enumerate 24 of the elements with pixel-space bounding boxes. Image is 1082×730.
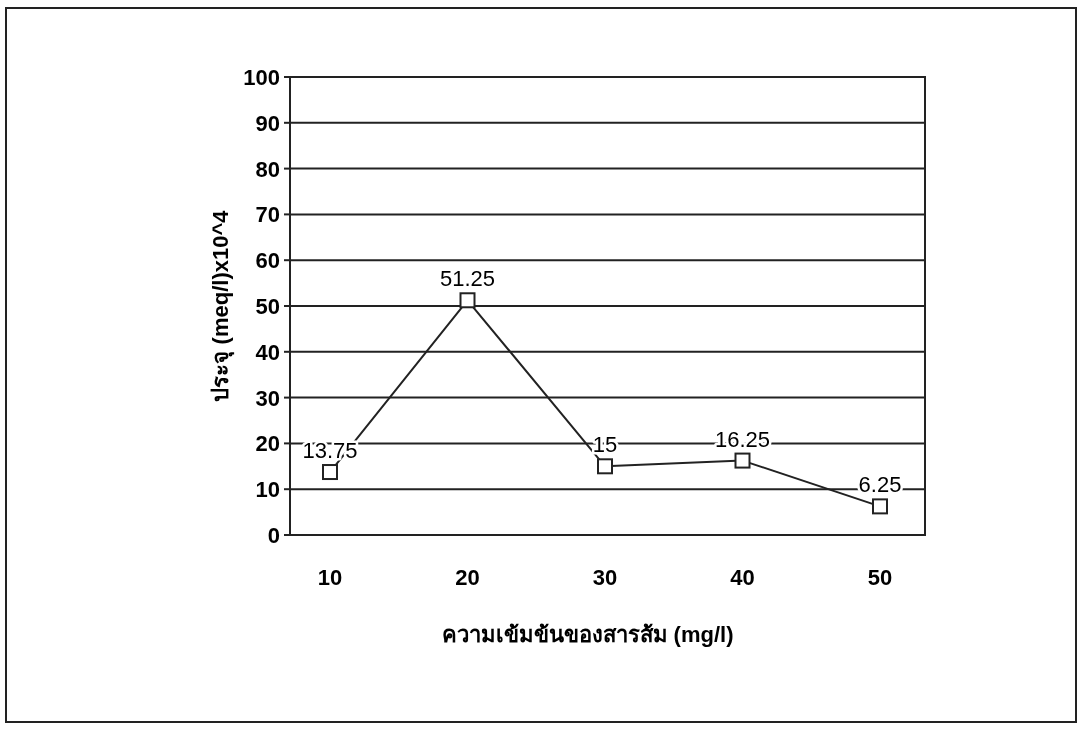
x-tick-label: 10 xyxy=(317,565,343,590)
data-label: 51.25 xyxy=(439,266,496,292)
point xyxy=(459,292,476,309)
y-tick-label: 80 xyxy=(255,156,280,182)
point xyxy=(734,452,751,469)
y-tick-label: 30 xyxy=(255,385,280,411)
x-tick-label: 40 xyxy=(730,565,755,590)
y-tick-label: 70 xyxy=(255,202,280,228)
x-axis-title: ความเข้มข้นของสารส้ม (mg/l) xyxy=(441,622,734,647)
y-tick-label: 10 xyxy=(255,477,280,503)
x-tick-label: 20 xyxy=(455,565,480,590)
x-tick-label: 30 xyxy=(592,565,618,590)
y-tick-label: 0 xyxy=(267,523,280,548)
y-tick-label: 40 xyxy=(255,339,280,365)
y-tick-label: 60 xyxy=(255,248,280,274)
y-tick-label: 100 xyxy=(243,65,280,90)
y-tick-label: 50 xyxy=(255,294,280,319)
point xyxy=(872,498,888,515)
point xyxy=(322,464,338,481)
y-tick-label: 90 xyxy=(255,110,280,136)
x-tick-label: 50 xyxy=(867,565,893,590)
y-tick-label: 20 xyxy=(255,431,280,457)
point xyxy=(597,458,613,475)
y-axis-title: ประจุ (meq/l)x10^4 xyxy=(208,209,235,402)
